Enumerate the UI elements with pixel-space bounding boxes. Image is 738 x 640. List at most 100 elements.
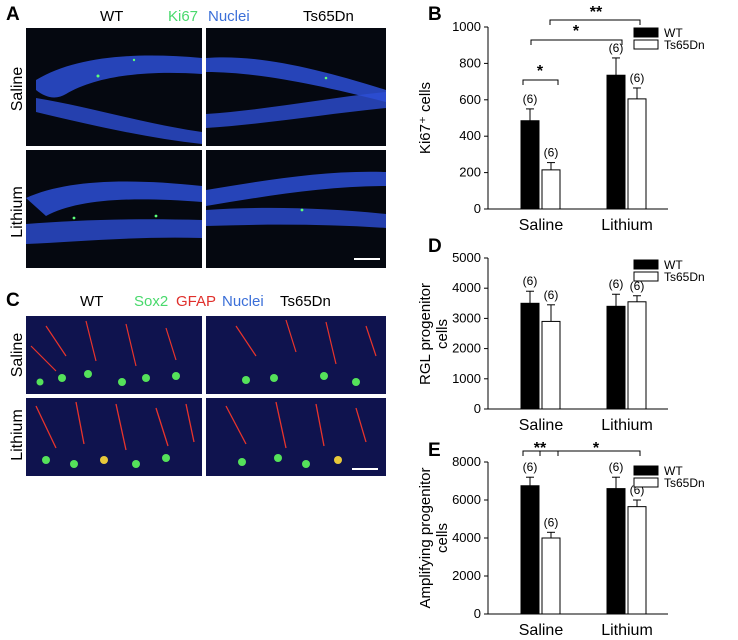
micrograph-a-wt-saline — [26, 28, 202, 146]
chart-e-ytick-label: 0 — [474, 606, 481, 621]
chart-b-bar — [541, 169, 561, 210]
chart-d-n-label: (6) — [609, 277, 624, 291]
chart-e-n-label: (6) — [523, 460, 538, 474]
chart-d-ytick-label: 5000 — [452, 250, 481, 265]
chart-e-n-label: (6) — [544, 515, 559, 529]
chart-d-ylabel-line: RGL progenitor — [417, 283, 434, 385]
chart-e-significance-bracket — [522, 450, 559, 456]
chart-e-significance-bracket — [539, 450, 641, 456]
micrograph-c-wt-saline — [26, 316, 202, 394]
chart-b-xtick-label: Saline — [519, 217, 564, 234]
chart-d-n-label: (6) — [630, 279, 645, 293]
chart-d-ytick-label: 1000 — [452, 371, 481, 386]
chart-b-bar — [520, 120, 540, 210]
chart-b-significance-bracket — [522, 79, 559, 85]
panel-c-header-gfap: GFAP — [176, 293, 217, 310]
chart-b-significance-bracket — [549, 19, 641, 25]
chart-b-legend-swatch — [633, 27, 659, 38]
chart-d-ytick-label: 3000 — [452, 310, 481, 325]
chart-b-ytick-label: 400 — [459, 128, 481, 143]
panel-a-header-nuclei: Nuclei — [208, 8, 250, 25]
chart-e-ytick-label: 4000 — [452, 530, 481, 545]
chart-b-significance-bracket — [530, 39, 623, 45]
chart-d-ylabel-line: cells — [434, 319, 451, 349]
micrograph-c-wt-lithium — [26, 398, 202, 476]
scale-bar — [354, 258, 380, 260]
scale-bar — [352, 468, 378, 470]
micrograph-a-ts-lithium — [206, 150, 386, 268]
chart-b-ytick-label: 200 — [459, 165, 481, 180]
chart-b-bar — [606, 74, 626, 210]
chart-d-bar — [520, 302, 540, 410]
chart-b-n-label: (6) — [630, 71, 645, 85]
chart-e-xtick-label: Lithium — [601, 622, 653, 639]
chart-e-legend-swatch — [633, 477, 659, 488]
chart-e-bar — [627, 506, 647, 615]
chart-b-ytick-label: 800 — [459, 55, 481, 70]
chart-b-letter: B — [428, 4, 442, 25]
chart-e-n-label: (6) — [630, 483, 645, 497]
chart-e-significance-label: ** — [534, 440, 547, 457]
chart-b-n-label: (6) — [523, 92, 538, 106]
chart-d-xtick-label: Saline — [519, 417, 564, 434]
chart-e-ytick-label: 2000 — [452, 568, 481, 583]
chart-d-xtick-label: Lithium — [601, 417, 653, 434]
chart-d-ytick-label: 0 — [474, 401, 481, 416]
chart-d-letter: D — [428, 236, 442, 257]
panel-a-header-wt: WT — [100, 8, 124, 25]
chart-e-ytick-label: 6000 — [452, 492, 481, 507]
panel-c-row-lithium: Lithium — [9, 409, 26, 461]
chart-b-significance-label: * — [537, 63, 544, 80]
chart-e-legend-label: WT — [664, 464, 683, 478]
panel-c-header-wt: WT — [80, 293, 104, 310]
chart-b-ytick-label: 1000 — [452, 19, 481, 34]
chart-b-legend-swatch — [633, 39, 659, 50]
chart-b-ylabel: Ki67⁺ cells — [417, 82, 434, 154]
chart-e-ylabel-line: cells — [434, 523, 451, 553]
chart-d-bar — [541, 320, 561, 410]
chart-d-ytick-label: 2000 — [452, 341, 481, 356]
chart-b-significance-label: * — [573, 23, 580, 40]
chart-e-bar — [520, 485, 540, 615]
chart-d-legend-swatch — [633, 271, 659, 282]
panel-a-letter: A — [6, 4, 20, 25]
chart-e-bar — [606, 488, 626, 615]
panel-c-row-saline: Saline — [9, 332, 26, 378]
panel-c-letter: C — [6, 290, 20, 311]
chart-d-n-label: (6) — [544, 288, 559, 302]
chart-b-legend-label: WT — [664, 26, 683, 40]
micrograph-c-ts-lithium — [206, 398, 386, 476]
chart-e-letter: E — [428, 440, 441, 461]
chart-d-legend-label: WT — [664, 258, 683, 272]
chart-d-n-label: (6) — [523, 274, 538, 288]
chart-e-significance-label: * — [593, 440, 600, 457]
chart-e-bar — [541, 537, 561, 615]
chart-d-legend-swatch — [633, 259, 659, 270]
chart-b-n-label: (6) — [544, 146, 559, 160]
chart-e-legend-label: Ts65Dn — [664, 476, 705, 490]
chart-e-xtick-label: Saline — [519, 622, 564, 639]
chart-b-legend-label: Ts65Dn — [664, 38, 705, 52]
chart-d-ytick-label: 4000 — [452, 280, 481, 295]
panel-a-header-ts65dn: Ts65Dn — [303, 8, 354, 25]
panel-a-row-lithium: Lithium — [9, 186, 26, 238]
chart-d-legend-label: Ts65Dn — [664, 270, 705, 284]
panel-c-header-nuclei: Nuclei — [222, 293, 264, 310]
panel-c-header-sox2: Sox2 — [134, 293, 169, 310]
chart-b-xtick-label: Lithium — [601, 217, 653, 234]
chart-b-ytick-label: 0 — [474, 201, 481, 216]
chart-b-bar — [627, 98, 647, 210]
micrograph-c-ts-saline — [206, 316, 386, 394]
chart-e-ytick-label: 8000 — [452, 454, 481, 469]
chart-e-n-label: (6) — [609, 460, 624, 474]
chart-d-bar — [606, 305, 626, 410]
panel-a-row-saline: Saline — [9, 66, 26, 112]
micrograph-a-ts-saline — [206, 28, 386, 146]
micrograph-a-wt-lithium — [26, 150, 202, 268]
chart-b-ytick-label: 600 — [459, 92, 481, 107]
chart-d-bar — [627, 301, 647, 410]
panel-a-header-ki67: Ki67 — [168, 8, 199, 25]
chart-b-significance-label: ** — [590, 4, 603, 21]
chart-e-legend-swatch — [633, 465, 659, 476]
chart-e-ylabel-line: Amplifying progenitor — [417, 468, 434, 609]
